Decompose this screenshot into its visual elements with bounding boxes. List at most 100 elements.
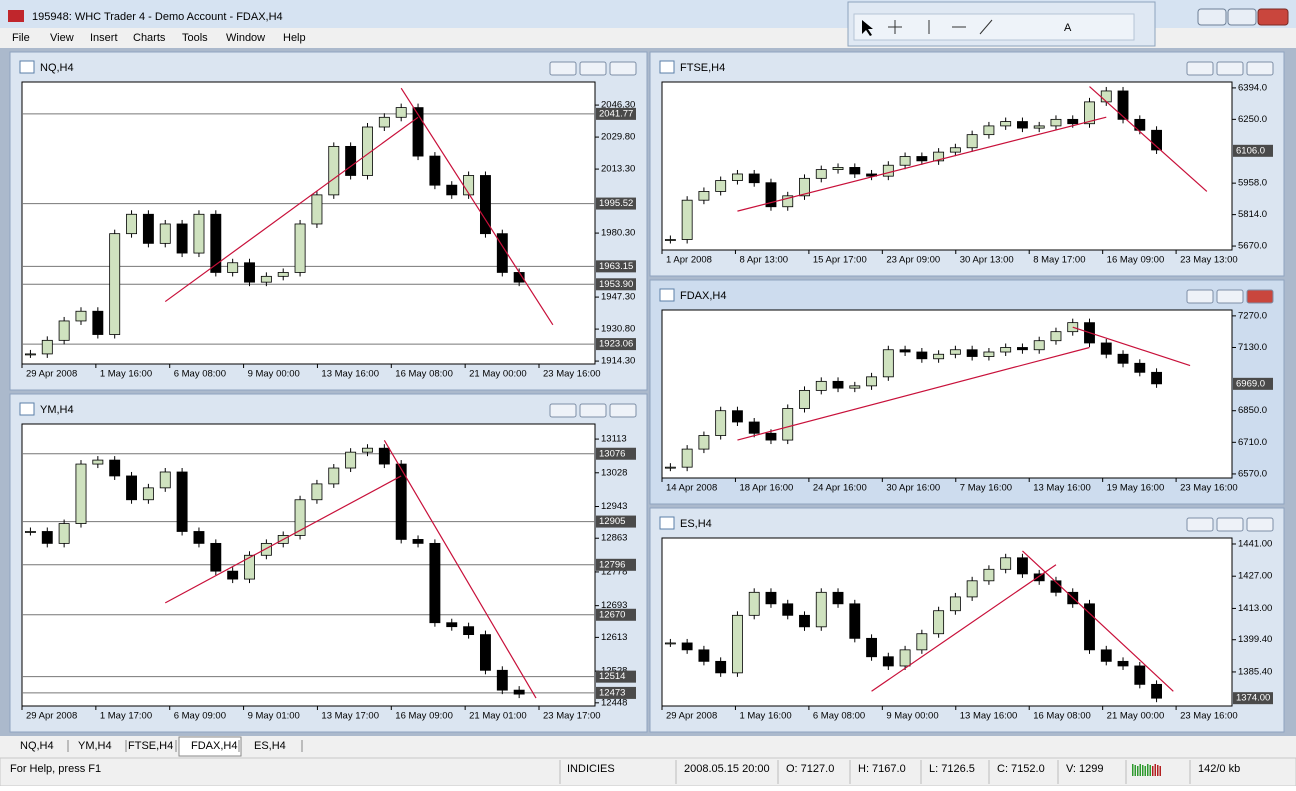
- connection-bar: [1159, 766, 1161, 776]
- chart-window-button[interactable]: [609, 403, 637, 418]
- tab[interactable]: NQ,H4: [20, 740, 54, 752]
- candle: [328, 467, 340, 485]
- y-tick-label: 5814.0: [1238, 209, 1267, 220]
- y-tick-label: 13028: [601, 467, 627, 478]
- trendline: [164, 475, 402, 604]
- menu-item[interactable]: View: [50, 32, 74, 44]
- trendline: [737, 346, 1090, 441]
- candle: [1017, 347, 1028, 351]
- candle: [715, 660, 727, 674]
- chart-window-button[interactable]: [549, 403, 577, 418]
- y-tick-label: 1427.00: [1238, 571, 1272, 582]
- candle: [815, 169, 827, 179]
- window-title: 195948: WHC Trader 4 - Demo Account - FD…: [32, 11, 283, 23]
- menu-item[interactable]: Insert: [90, 32, 118, 44]
- candle: [1100, 649, 1112, 662]
- candle: [681, 199, 693, 240]
- candle: [748, 421, 760, 434]
- candle: [345, 451, 357, 469]
- candle: [782, 603, 794, 616]
- candle: [126, 213, 138, 235]
- chart-window-button[interactable]: [1186, 61, 1214, 76]
- candle: [1084, 603, 1095, 651]
- window-controls: [1197, 8, 1289, 26]
- tab-active: [178, 736, 242, 757]
- chart-window-button[interactable]: [1186, 289, 1214, 304]
- candle: [899, 156, 911, 166]
- chart-window-button[interactable]: [1216, 61, 1244, 76]
- chart-window-button[interactable]: [609, 61, 637, 76]
- candle: [949, 147, 961, 153]
- candle: [362, 447, 373, 453]
- chart-window-button[interactable]: [579, 61, 607, 76]
- y-tick-label: 12693: [601, 600, 627, 611]
- x-tick-label: 29 Apr 2008: [26, 711, 77, 722]
- trendline: [1089, 86, 1208, 192]
- candle: [1151, 371, 1162, 385]
- chart-window-button[interactable]: [1246, 517, 1274, 532]
- x-tick-label: 23 May 17:00: [543, 711, 601, 722]
- connection-bar: [1132, 764, 1134, 776]
- minimize-button[interactable]: [1197, 8, 1227, 26]
- tab[interactable]: FDAX,H4: [191, 740, 237, 752]
- app-icon: [8, 10, 24, 22]
- chart-window-button[interactable]: [1216, 289, 1244, 304]
- candle: [765, 591, 777, 605]
- candle: [882, 349, 894, 378]
- candle: [799, 614, 810, 628]
- chart-window-button[interactable]: [549, 61, 577, 76]
- text-tool[interactable]: A: [1064, 22, 1072, 34]
- y-tick-label: 6570.0: [1238, 468, 1267, 479]
- candle: [176, 223, 188, 254]
- price-tag: [596, 197, 636, 210]
- price-tag: [596, 338, 636, 351]
- chart-window-button[interactable]: [1246, 61, 1274, 76]
- x-tick-label: 21 May 01:00: [469, 711, 527, 722]
- line-tools[interactable]: [888, 19, 993, 35]
- tab[interactable]: YM,H4: [78, 740, 112, 752]
- x-tick-label: 13 May 17:00: [321, 711, 379, 722]
- chart-window-button[interactable]: [1186, 517, 1214, 532]
- x-tick-label: 1 May 16:00: [100, 369, 152, 380]
- price-tag: [596, 686, 636, 699]
- status-close: C: 7152.0: [997, 763, 1045, 775]
- candle: [1134, 362, 1146, 373]
- candle: [1000, 347, 1012, 353]
- chart-icon: [19, 402, 35, 416]
- cursor-tool[interactable]: [862, 20, 873, 36]
- restore-button[interactable]: [1227, 8, 1257, 26]
- connection-bar: [1139, 764, 1141, 776]
- candle: [1033, 125, 1045, 129]
- x-tick-label: 30 Apr 16:00: [886, 483, 940, 494]
- close-button[interactable]: [1257, 8, 1289, 26]
- tab-bar: [0, 736, 1296, 758]
- status-low: L: 7126.5: [929, 763, 975, 775]
- chart-icon: [659, 516, 675, 530]
- x-tick-label: 1 May 16:00: [739, 711, 791, 722]
- candle: [1134, 118, 1146, 131]
- y-tick-label: 1930.80: [601, 324, 635, 335]
- trendline: [164, 116, 419, 303]
- menu-item[interactable]: Window: [226, 32, 265, 44]
- status-high: H: 7167.0: [858, 763, 906, 775]
- tab[interactable]: FTSE,H4: [128, 740, 173, 752]
- menu-item[interactable]: File: [12, 32, 30, 44]
- connection-bar: [1154, 764, 1156, 776]
- candle: [681, 642, 693, 651]
- tab[interactable]: ES,H4: [254, 740, 286, 752]
- menu-item[interactable]: Help: [283, 32, 306, 44]
- chart-window-button[interactable]: [579, 403, 607, 418]
- menu-item[interactable]: Charts: [133, 32, 166, 44]
- chart-title: FTSE,H4: [680, 62, 725, 74]
- candle: [1134, 665, 1146, 685]
- candle: [1000, 121, 1012, 127]
- x-tick-label: 14 Apr 2008: [666, 483, 717, 494]
- candle: [698, 435, 710, 450]
- chart-window-button[interactable]: [1246, 289, 1274, 304]
- chart-window-button[interactable]: [1216, 517, 1244, 532]
- y-tick-label: 6850.0: [1238, 405, 1267, 416]
- chart-icon: [659, 288, 675, 302]
- y-tick-label: 12863: [601, 533, 627, 544]
- menu-item[interactable]: Tools: [182, 32, 208, 44]
